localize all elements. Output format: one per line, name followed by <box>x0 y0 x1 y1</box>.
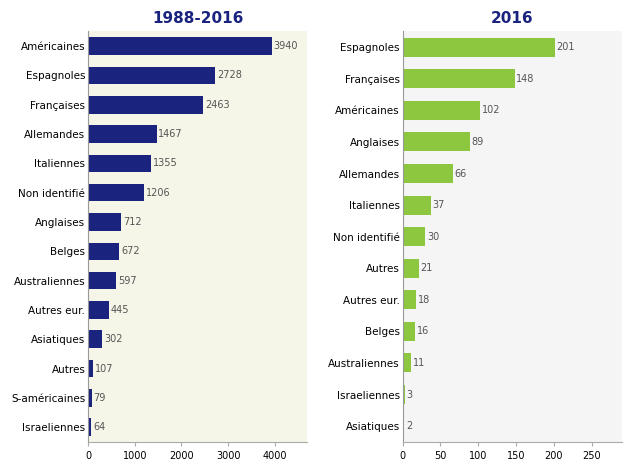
Bar <box>88 184 144 202</box>
Bar <box>88 360 93 378</box>
Bar <box>88 389 92 407</box>
Text: 1355: 1355 <box>153 159 178 169</box>
Text: 712: 712 <box>123 217 142 227</box>
Text: 201: 201 <box>556 42 575 52</box>
Bar <box>403 290 417 309</box>
Text: 1467: 1467 <box>158 129 183 139</box>
Text: 148: 148 <box>517 74 535 84</box>
Title: 2016: 2016 <box>491 11 534 26</box>
Text: 2: 2 <box>406 421 412 431</box>
Text: 107: 107 <box>95 363 113 373</box>
Text: 672: 672 <box>122 246 140 256</box>
Bar <box>403 195 430 215</box>
Text: 597: 597 <box>118 276 136 286</box>
Title: 1988-2016: 1988-2016 <box>152 11 244 26</box>
Bar <box>88 272 116 289</box>
Bar <box>403 385 405 404</box>
Bar <box>88 213 122 231</box>
Text: 89: 89 <box>472 137 484 147</box>
Bar <box>403 101 480 120</box>
Bar <box>88 37 272 55</box>
Text: 11: 11 <box>413 358 425 368</box>
Bar <box>88 243 120 260</box>
Bar <box>403 164 453 183</box>
Bar <box>403 227 425 246</box>
Bar <box>88 154 151 172</box>
Text: 3: 3 <box>406 389 413 399</box>
Text: 2463: 2463 <box>205 100 229 110</box>
Bar <box>88 67 215 84</box>
Bar <box>403 417 404 436</box>
Text: 64: 64 <box>93 422 105 432</box>
Bar <box>403 259 418 278</box>
Text: 2728: 2728 <box>217 70 242 80</box>
Text: 16: 16 <box>417 326 429 337</box>
Bar <box>403 322 415 341</box>
Text: 102: 102 <box>482 105 500 115</box>
Text: 30: 30 <box>427 232 439 242</box>
Bar <box>88 301 109 319</box>
Text: 1206: 1206 <box>146 188 171 198</box>
Bar <box>403 69 515 88</box>
Bar <box>88 330 102 348</box>
Text: 21: 21 <box>420 263 432 273</box>
Bar <box>403 133 470 152</box>
Text: 18: 18 <box>418 295 430 305</box>
Text: 79: 79 <box>94 393 106 403</box>
Text: 302: 302 <box>104 334 122 344</box>
Text: 66: 66 <box>454 169 467 178</box>
Bar <box>88 418 91 436</box>
Text: 37: 37 <box>432 200 445 210</box>
Bar <box>88 125 156 143</box>
Bar <box>88 96 203 114</box>
Bar <box>403 354 411 372</box>
Bar <box>403 38 555 57</box>
Text: 445: 445 <box>111 305 129 315</box>
Text: 3940: 3940 <box>273 41 298 51</box>
